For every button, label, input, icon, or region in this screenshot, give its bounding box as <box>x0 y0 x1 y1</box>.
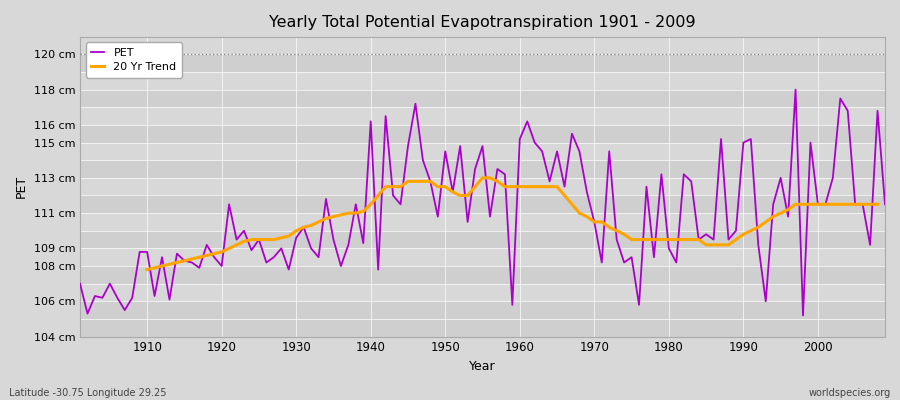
Text: Latitude -30.75 Longitude 29.25: Latitude -30.75 Longitude 29.25 <box>9 388 166 398</box>
Bar <box>80 160 885 178</box>
20 Yr Trend <box>365 202 376 207</box>
Bar <box>80 90 885 107</box>
Bar <box>80 196 885 213</box>
Line: PET: PET <box>80 90 885 316</box>
PET <box>879 202 890 207</box>
Bar <box>80 231 885 248</box>
Title: Yearly Total Potential Evapotranspiration 1901 - 2009: Yearly Total Potential Evapotranspiratio… <box>269 15 696 30</box>
Bar <box>80 301 885 336</box>
Bar <box>80 54 885 72</box>
20 Yr Trend <box>536 184 547 189</box>
Y-axis label: PET: PET <box>15 175 28 198</box>
Line: 20 Yr Trend: 20 Yr Trend <box>147 178 878 270</box>
20 Yr Trend <box>872 202 883 207</box>
PET <box>790 87 801 92</box>
20 Yr Trend <box>313 220 324 224</box>
X-axis label: Year: Year <box>469 360 496 373</box>
PET <box>134 250 145 254</box>
PET <box>797 313 808 318</box>
PET <box>75 281 86 286</box>
20 Yr Trend <box>515 184 526 189</box>
PET <box>515 137 526 142</box>
PET <box>507 302 517 307</box>
Text: worldspecies.org: worldspecies.org <box>809 388 891 398</box>
PET <box>298 225 309 230</box>
Bar <box>80 266 885 284</box>
20 Yr Trend <box>336 212 346 217</box>
Bar <box>80 125 885 142</box>
PET <box>604 149 615 154</box>
PET <box>343 242 354 247</box>
20 Yr Trend <box>477 176 488 180</box>
20 Yr Trend <box>723 242 734 247</box>
Legend: PET, 20 Yr Trend: PET, 20 Yr Trend <box>86 42 182 78</box>
20 Yr Trend <box>141 267 152 272</box>
